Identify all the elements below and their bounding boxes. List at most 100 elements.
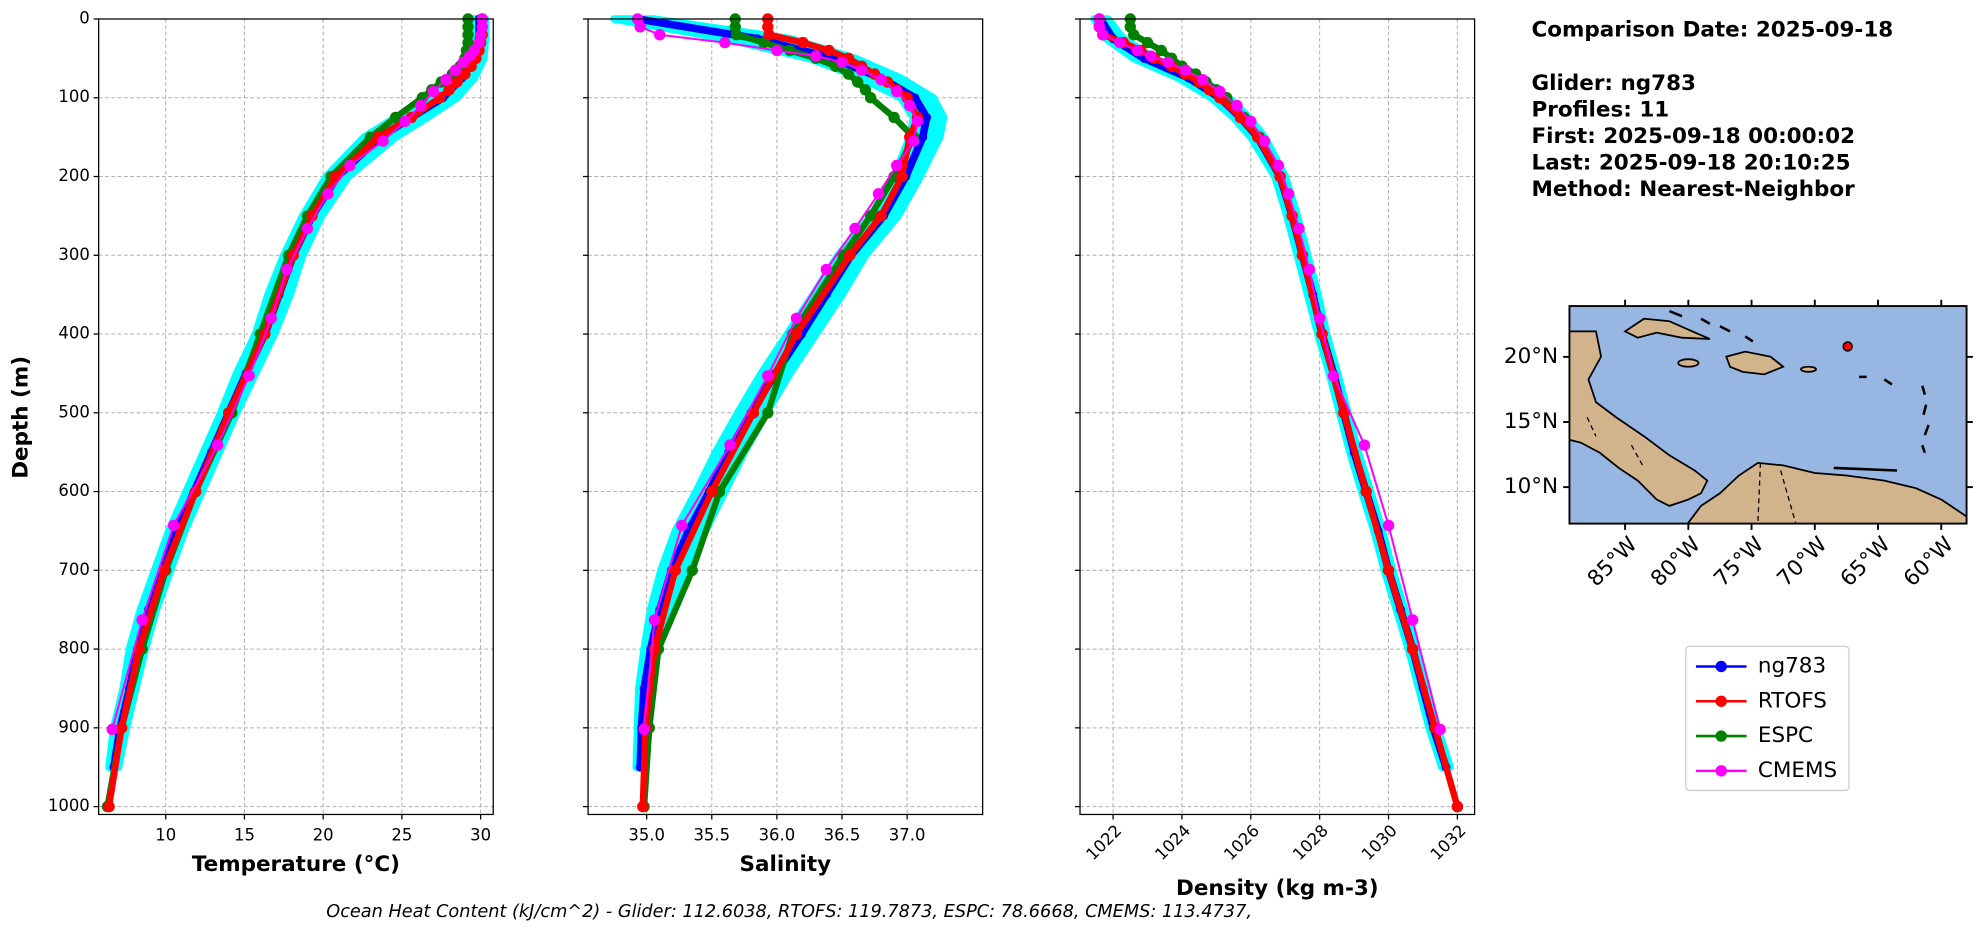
y-tick-label: 1000 xyxy=(48,796,90,815)
profile-marker xyxy=(1282,188,1295,200)
profile-marker xyxy=(415,99,427,112)
info-line: Profiles: 11 xyxy=(1532,97,1670,122)
profile-marker xyxy=(106,723,118,736)
profile-marker xyxy=(462,29,474,41)
profile-marker xyxy=(462,21,474,33)
profile-marker xyxy=(211,439,224,451)
panel: 0 100 200 300 400 500 600 700 800 900 1000 10 15 20 25… xyxy=(48,8,494,877)
x-tick-label: 37.0 xyxy=(889,825,926,844)
profile-marker xyxy=(1360,485,1372,498)
profile-marker xyxy=(451,76,463,88)
axes-frame xyxy=(1079,18,1476,816)
profile-marker xyxy=(896,170,908,183)
profile-marker xyxy=(637,800,649,813)
profile-marker xyxy=(762,407,774,419)
profile-marker xyxy=(864,92,877,104)
profile-marker xyxy=(103,800,115,813)
profile-marker xyxy=(167,519,180,532)
legend-box xyxy=(1685,645,1850,792)
cuba xyxy=(1623,317,1711,340)
legend-label: RTOFS xyxy=(1758,688,1827,713)
legend-label: ESPC xyxy=(1758,723,1813,748)
profile-marker xyxy=(849,222,861,235)
profile-marker xyxy=(1155,44,1167,57)
profile-marker xyxy=(844,249,856,261)
y-tick-label: 0 xyxy=(79,8,89,27)
profile-marker xyxy=(1358,439,1371,451)
y-tick-label: 700 xyxy=(58,560,89,579)
profile-marker xyxy=(823,44,835,57)
profile-marker xyxy=(836,56,848,69)
hispaniola xyxy=(1725,350,1785,376)
y-tick-label: 600 xyxy=(58,481,89,500)
axes-frame xyxy=(98,18,494,816)
info-title: Comparison Date: 2025-09-18 xyxy=(1532,18,1894,43)
profile-marker xyxy=(427,85,440,98)
small-islands xyxy=(1668,309,1930,472)
profile-marker xyxy=(1179,64,1192,76)
profile-marker xyxy=(784,44,796,57)
profile-marker xyxy=(686,564,698,577)
profile-marker xyxy=(911,115,924,128)
profile-marker xyxy=(1382,519,1395,532)
profile-marker xyxy=(790,328,803,340)
profile-marker xyxy=(1272,159,1285,172)
profile-marker xyxy=(1327,370,1340,382)
jamaica xyxy=(1677,358,1700,368)
x-tick-label: 10 xyxy=(155,825,176,844)
profile-marker xyxy=(301,222,314,235)
glider-position xyxy=(1842,341,1853,352)
profile-marker xyxy=(1196,73,1209,86)
x-axis-label: Density (kg m-3) xyxy=(1176,876,1379,901)
x-axis-label: Temperature (°C) xyxy=(192,852,400,877)
profile-marker xyxy=(344,159,356,172)
y-tick-label: 500 xyxy=(58,402,89,421)
profile-marker xyxy=(910,93,920,103)
profile-marker xyxy=(1382,564,1395,577)
profile-marker xyxy=(891,159,903,172)
x-tick-label: 35.0 xyxy=(628,825,665,844)
profile-marker xyxy=(449,64,462,76)
legend-label: CMEMS xyxy=(1758,758,1837,783)
profile-marker xyxy=(842,68,855,80)
x-axis-label: Salinity xyxy=(740,852,832,877)
profile-marker xyxy=(1214,85,1226,98)
profile-marker xyxy=(904,99,916,112)
profile-marker xyxy=(1303,263,1316,276)
profile-marker xyxy=(1293,222,1305,235)
profile-marker xyxy=(1128,29,1140,41)
profile-marker xyxy=(763,29,775,41)
profile-marker xyxy=(457,56,469,69)
profile-marker xyxy=(459,68,471,80)
profile-marker xyxy=(634,21,646,33)
profile-marker xyxy=(719,36,731,49)
profile-marker xyxy=(676,519,688,532)
map-land xyxy=(1569,309,1967,524)
y-tick-label: 400 xyxy=(58,324,89,343)
map-frame xyxy=(1568,305,1968,525)
profile-marker xyxy=(706,485,718,498)
central-america xyxy=(1569,330,1709,507)
panel: 35.0 35.5 36.0 36.5 37.0 Salinity xyxy=(583,13,984,877)
y-tick-label: 200 xyxy=(58,166,89,185)
profile-marker xyxy=(820,263,833,276)
x-tick-label: 35.5 xyxy=(693,825,730,844)
y-tick-label: 100 xyxy=(58,87,89,106)
map-y-tick-label: 20°N xyxy=(1504,344,1558,369)
profile-marker xyxy=(243,370,255,382)
profile-marker xyxy=(1162,56,1174,69)
y-tick-label: 800 xyxy=(58,639,89,658)
legend-marker xyxy=(1715,730,1727,742)
profile-marker xyxy=(747,407,760,419)
profile-marker xyxy=(440,73,452,86)
profile-marker xyxy=(907,135,920,147)
profile-marker xyxy=(377,135,389,147)
profile-marker xyxy=(918,132,928,142)
map-y-tick-label: 10°N xyxy=(1504,474,1558,499)
profile-marker xyxy=(639,684,649,693)
y-tick-label: 300 xyxy=(58,245,89,264)
legend-marker xyxy=(1715,660,1727,673)
profile-marker xyxy=(855,64,868,76)
x-tick-label: 30 xyxy=(470,825,491,844)
